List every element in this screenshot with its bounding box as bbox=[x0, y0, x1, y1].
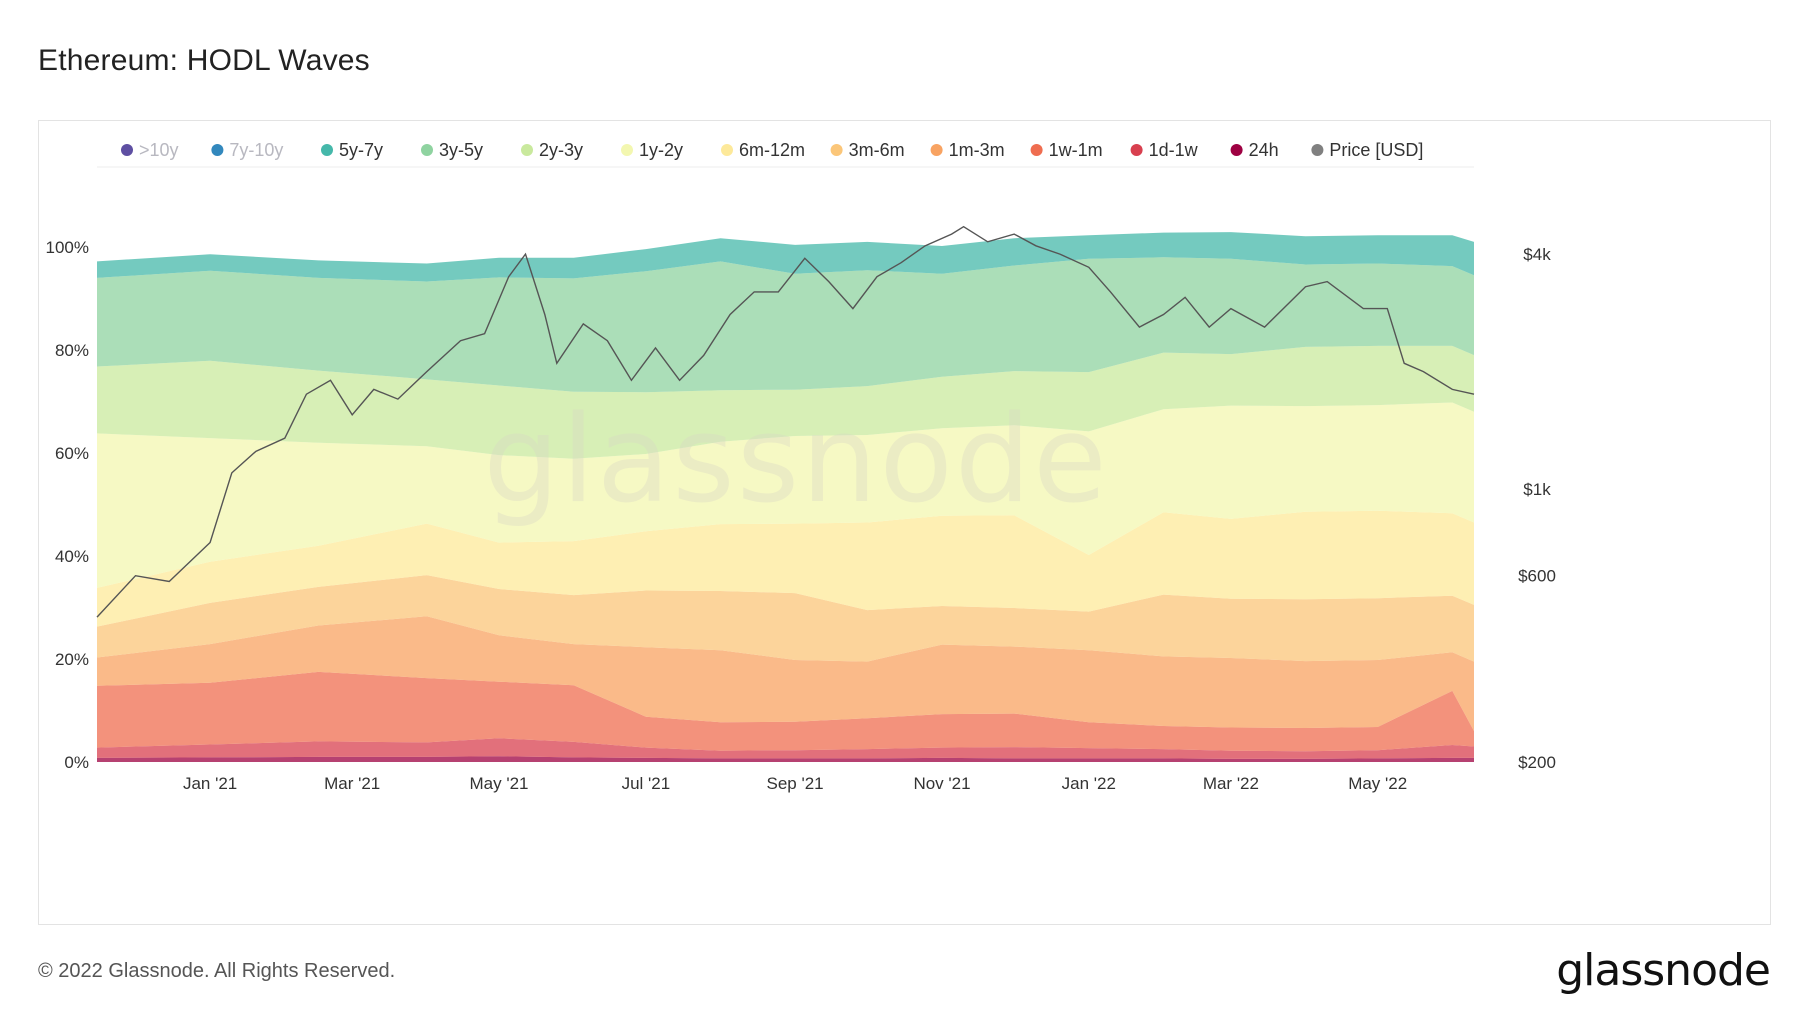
y-axis-right: $200 $600 $1k $4k bbox=[1518, 245, 1556, 772]
legend-label: 1y-2y bbox=[639, 140, 683, 160]
legend-dot bbox=[721, 144, 733, 156]
legend-dot bbox=[211, 144, 224, 156]
y-axis-left: 0% 20% 40% 60% 80% 100% bbox=[46, 238, 89, 772]
legend-dot bbox=[1030, 144, 1043, 156]
legend-item-1w-1m[interactable]: 1w-1m bbox=[1030, 140, 1103, 160]
y-tick-left: 60% bbox=[55, 444, 89, 463]
legend-label: 2y-3y bbox=[539, 140, 583, 160]
x-tick: Sep '21 bbox=[767, 774, 824, 793]
x-tick: Nov '21 bbox=[913, 774, 970, 793]
area-1w-1m[interactable] bbox=[97, 671, 1474, 752]
legend: >10y 7y-10y 5y-7y 3y-5y 2y-3y 1y-2y 6m-12m 3m-6… bbox=[97, 140, 1474, 168]
price-line[interactable] bbox=[96, 225, 1475, 618]
legend-dot bbox=[830, 144, 843, 156]
area-1y-2y[interactable] bbox=[97, 402, 1474, 588]
chart-frame: >10y 7y-10y 5y-7y 3y-5y 2y-3y 1y-2y 6m-12m 3m-6… bbox=[38, 120, 1771, 925]
watermark: glassnode bbox=[483, 391, 1109, 530]
x-tick: Mar '22 bbox=[1203, 774, 1259, 793]
legend-label: 1w-1m bbox=[1049, 140, 1103, 160]
x-tick: Mar '21 bbox=[324, 774, 380, 793]
x-tick: Jul '21 bbox=[622, 774, 671, 793]
legend-label: >10y bbox=[139, 140, 179, 160]
legend-label: 7y-10y bbox=[229, 140, 283, 160]
legend-label: 3m-6m bbox=[849, 140, 905, 160]
y-tick-right: $1k bbox=[1523, 480, 1551, 499]
legend-dot bbox=[1130, 144, 1143, 156]
legend-dot bbox=[121, 144, 133, 156]
legend-item-1d-1w[interactable]: 1d-1w bbox=[1130, 140, 1199, 160]
y-tick-right: $200 bbox=[1518, 753, 1556, 772]
area-3m-6m[interactable] bbox=[97, 575, 1474, 662]
hodl-waves-chart[interactable]: >10y 7y-10y 5y-7y 3y-5y 2y-3y 1y-2y 6m-12m 3m-6… bbox=[39, 121, 1772, 926]
legend-item-3m-6m[interactable]: 3m-6m bbox=[830, 140, 905, 160]
legend-item-1y-2y[interactable]: 1y-2y bbox=[621, 140, 683, 160]
copyright-text: © 2022 Glassnode. All Rights Reserved. bbox=[38, 960, 396, 982]
plot-area bbox=[97, 232, 1474, 762]
legend-label: 1d-1w bbox=[1149, 140, 1199, 160]
legend-label: Price [USD] bbox=[1329, 140, 1423, 160]
y-tick-left: 40% bbox=[55, 547, 89, 566]
legend-item-1m-3m[interactable]: 1m-3m bbox=[930, 140, 1005, 160]
x-tick: Jan '21 bbox=[183, 774, 237, 793]
area-1d-1w[interactable] bbox=[97, 738, 1474, 759]
area-5y-7y[interactable] bbox=[97, 232, 1474, 282]
legend-dot bbox=[521, 144, 533, 156]
y-tick-left: 80% bbox=[55, 341, 89, 360]
legend-dot bbox=[421, 144, 433, 156]
legend-item-5y-7y[interactable]: 5y-7y bbox=[321, 140, 383, 160]
legend-label: 3y-5y bbox=[439, 140, 483, 160]
legend-item-24h[interactable]: 24h bbox=[1230, 140, 1279, 160]
y-tick-right: $4k bbox=[1523, 245, 1551, 264]
legend-label: 5y-7y bbox=[339, 140, 383, 160]
y-tick-right: $600 bbox=[1518, 567, 1556, 586]
x-tick: May '22 bbox=[1348, 774, 1407, 793]
area-2y-3y[interactable] bbox=[97, 345, 1474, 459]
legend-dot bbox=[930, 144, 943, 156]
glassnode-logo[interactable]: glassnode bbox=[1556, 945, 1771, 996]
legend-dot bbox=[321, 144, 333, 156]
legend-item-10y[interactable]: >10y bbox=[121, 140, 179, 160]
legend-label: 24h bbox=[1249, 140, 1279, 160]
x-tick: May '21 bbox=[470, 774, 529, 793]
x-axis: Jan '21 Mar '21 May '21 Jul '21 Sep '21 Nov '… bbox=[183, 774, 1407, 793]
legend-dot bbox=[621, 144, 633, 156]
y-tick-left: 0% bbox=[64, 753, 89, 772]
y-tick-left: 100% bbox=[46, 238, 89, 257]
page-title: Ethereum: HODL Waves bbox=[38, 44, 370, 77]
legend-item-6m-12m[interactable]: 6m-12m bbox=[721, 140, 805, 160]
y-tick-left: 20% bbox=[55, 650, 89, 669]
legend-label: 1m-3m bbox=[949, 140, 1005, 160]
legend-dot bbox=[1230, 144, 1243, 156]
area-6m-12m[interactable] bbox=[97, 510, 1474, 627]
area-24h[interactable] bbox=[97, 756, 1474, 762]
legend-item-price-usd[interactable]: Price [USD] bbox=[1311, 140, 1423, 160]
legend-item-7y-10y[interactable]: 7y-10y bbox=[211, 140, 283, 160]
legend-label: 6m-12m bbox=[739, 140, 805, 160]
area-1m-3m[interactable] bbox=[97, 616, 1474, 732]
legend-item-3y-5y[interactable]: 3y-5y bbox=[421, 140, 483, 160]
price-layer bbox=[96, 225, 1475, 618]
legend-dot bbox=[1311, 144, 1324, 156]
x-tick: Jan '22 bbox=[1062, 774, 1116, 793]
legend-item-2y-3y[interactable]: 2y-3y bbox=[521, 140, 583, 160]
